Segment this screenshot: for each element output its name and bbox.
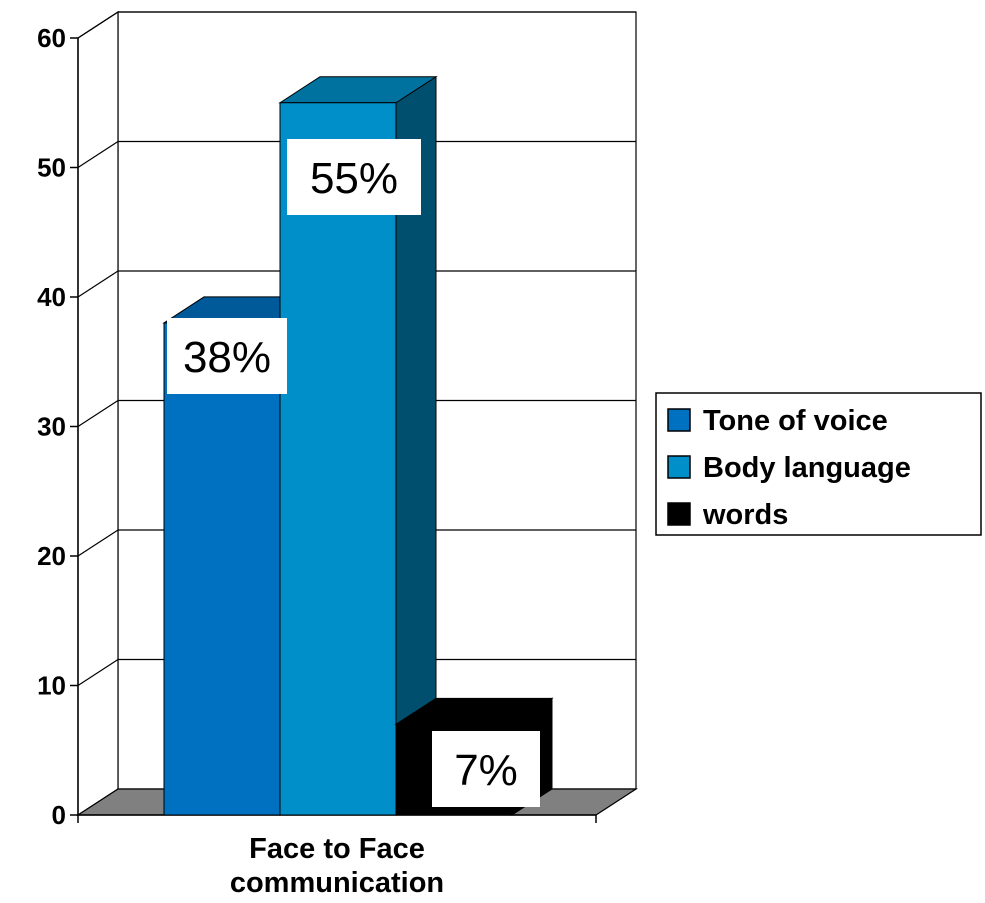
y-tick-label: 40	[37, 282, 66, 312]
data-label-box	[167, 318, 287, 394]
gridline-side	[77, 140, 119, 169]
gridline-side	[77, 270, 119, 298]
bar-body-language	[278, 75, 438, 816]
legend-box	[655, 392, 982, 536]
gridline-side	[77, 11, 119, 39]
y-tick-label: 60	[37, 23, 66, 53]
data-label-box	[432, 731, 540, 807]
x-axis-category: Face to Face communication	[230, 833, 444, 899]
bars	[162, 75, 554, 816]
y-tick-label: 10	[37, 671, 66, 701]
category-label-line-2: communication	[230, 867, 444, 899]
y-tick-label: 50	[37, 153, 66, 183]
category-label-line-1: Face to Face	[249, 833, 425, 865]
legend-entry: words	[702, 499, 788, 531]
gridline-side	[77, 529, 119, 557]
legend: Tone of voice Body language words	[655, 392, 982, 536]
data-label-1: 38%	[167, 318, 287, 394]
y-tick-label: 0	[52, 800, 66, 830]
data-label-text: 55%	[310, 154, 398, 203]
data-label-2: 55%	[287, 139, 421, 215]
data-label-text: 38%	[183, 333, 271, 382]
bar-front	[279, 102, 397, 816]
data-label-3: 7%	[432, 731, 540, 807]
legend-entry: Body language	[703, 452, 911, 484]
legend-swatch	[667, 408, 691, 432]
data-label-text: 7%	[454, 746, 518, 795]
data-labels: 38% 55% 7%	[167, 139, 540, 807]
legend-swatch	[667, 455, 691, 479]
y-tick-label: 30	[37, 412, 66, 442]
legend-entry: Tone of voice	[703, 405, 888, 437]
gridline-side	[77, 658, 119, 687]
gridline-side	[77, 399, 119, 428]
bar-front	[163, 322, 281, 816]
y-tick-label: 20	[37, 541, 66, 571]
legend-swatch	[667, 502, 691, 526]
data-label-box	[287, 139, 421, 215]
